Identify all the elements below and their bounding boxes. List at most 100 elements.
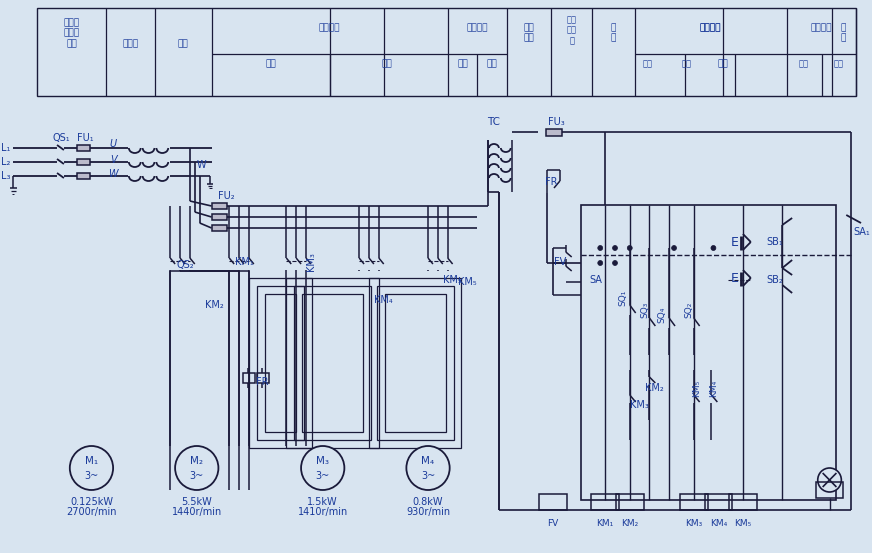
Text: 控制
电源: 控制 电源 xyxy=(523,23,534,43)
Text: 下降: 下降 xyxy=(718,60,729,69)
Text: 松开: 松开 xyxy=(457,60,468,69)
Bar xyxy=(212,214,227,220)
Text: 立柱夹紧: 立柱夹紧 xyxy=(811,23,833,33)
Bar xyxy=(680,494,707,510)
Text: KM₅: KM₅ xyxy=(692,379,701,397)
Text: SB₂: SB₂ xyxy=(766,275,783,285)
Circle shape xyxy=(70,446,113,490)
Text: 3~: 3~ xyxy=(189,471,204,481)
Text: 制动: 制动 xyxy=(682,60,691,69)
Text: 主轴: 主轴 xyxy=(178,39,188,49)
Bar xyxy=(256,286,304,440)
Text: KM₂: KM₂ xyxy=(205,300,224,310)
Text: L₂: L₂ xyxy=(2,157,10,167)
Text: E: E xyxy=(731,272,739,284)
Text: FU₂: FU₂ xyxy=(218,191,235,201)
Circle shape xyxy=(598,260,603,265)
Text: 下降: 下降 xyxy=(381,60,392,69)
Text: 上升: 上升 xyxy=(643,60,652,69)
Text: 1.5kW: 1.5kW xyxy=(308,497,338,507)
Text: 照
明: 照 明 xyxy=(841,23,846,43)
Text: KM₁: KM₁ xyxy=(235,257,254,267)
Text: 0.125kW: 0.125kW xyxy=(70,497,113,507)
Bar xyxy=(212,203,227,209)
Text: KM₃: KM₃ xyxy=(630,400,649,410)
Text: FU₃: FU₃ xyxy=(548,117,564,127)
Text: 夹紧: 夹紧 xyxy=(834,60,843,69)
Bar xyxy=(265,294,296,432)
Text: 总开头
及电源
保护: 总开头 及电源 保护 xyxy=(64,18,80,48)
Bar xyxy=(294,286,371,440)
Text: 冷却泵: 冷却泵 xyxy=(123,39,139,49)
Text: V: V xyxy=(110,155,117,165)
Text: 1440r/min: 1440r/min xyxy=(172,507,221,517)
Circle shape xyxy=(301,446,344,490)
Text: SQ₃: SQ₃ xyxy=(640,302,649,318)
Text: 夹紧: 夹紧 xyxy=(487,60,497,69)
Text: 保护
失电
压: 保护 失电 压 xyxy=(567,15,576,45)
Circle shape xyxy=(612,246,617,251)
Bar xyxy=(816,482,843,498)
Text: 1410r/min: 1410r/min xyxy=(297,507,348,517)
Circle shape xyxy=(175,446,218,490)
Circle shape xyxy=(406,446,450,490)
Text: W: W xyxy=(197,160,207,170)
Circle shape xyxy=(612,260,617,265)
Text: L₁: L₁ xyxy=(2,143,10,153)
Text: KM₂: KM₂ xyxy=(645,383,664,393)
Circle shape xyxy=(598,246,603,251)
Text: QS₂: QS₂ xyxy=(176,260,194,270)
Text: KM₂: KM₂ xyxy=(621,519,638,529)
Bar xyxy=(212,225,227,231)
Text: 摇臂升降: 摇臂升降 xyxy=(699,23,721,33)
Bar xyxy=(539,494,567,510)
Text: SQ₂: SQ₂ xyxy=(685,302,693,318)
Bar xyxy=(616,494,644,510)
Bar xyxy=(729,494,757,510)
Text: KM₁: KM₁ xyxy=(596,519,614,529)
Text: W: W xyxy=(108,169,118,179)
Text: KM₅: KM₅ xyxy=(734,519,752,529)
Text: 0.8kW: 0.8kW xyxy=(412,497,443,507)
Bar xyxy=(78,159,90,165)
Bar xyxy=(705,494,732,510)
Text: FV: FV xyxy=(548,519,559,529)
Text: M₃: M₃ xyxy=(317,456,330,466)
Text: SQ₁: SQ₁ xyxy=(618,290,627,306)
Text: KM₄: KM₄ xyxy=(710,519,727,529)
Text: U: U xyxy=(110,139,117,149)
Text: FR: FR xyxy=(545,177,557,187)
Text: 3~: 3~ xyxy=(421,471,435,481)
Text: M₁: M₁ xyxy=(85,456,98,466)
Bar xyxy=(581,205,836,500)
Text: QS₁: QS₁ xyxy=(52,133,70,143)
Text: E: E xyxy=(731,236,739,248)
Text: M₄: M₄ xyxy=(421,456,434,466)
Bar xyxy=(78,173,90,179)
Text: KM₄: KM₄ xyxy=(709,379,718,397)
Text: KM₄: KM₄ xyxy=(374,295,393,305)
Text: SA₁: SA₁ xyxy=(853,227,870,237)
Bar xyxy=(286,278,378,448)
Bar xyxy=(546,128,562,135)
Text: 立柱夹紧: 立柱夹紧 xyxy=(467,23,488,33)
Text: 930r/min: 930r/min xyxy=(406,507,450,517)
Text: 摇臂升降: 摇臂升降 xyxy=(699,23,721,33)
Bar xyxy=(377,286,453,440)
Bar xyxy=(78,145,90,151)
Text: KM₅: KM₅ xyxy=(458,277,477,287)
Text: SA: SA xyxy=(589,275,602,285)
Bar xyxy=(243,373,255,383)
Text: KM₃: KM₃ xyxy=(306,253,316,272)
Text: 松开: 松开 xyxy=(799,60,809,69)
Bar xyxy=(256,373,269,383)
Text: 摇臂升降: 摇臂升降 xyxy=(319,23,340,33)
Text: 上升: 上升 xyxy=(265,60,276,69)
Text: M₂: M₂ xyxy=(190,456,203,466)
Text: 主
轴: 主 轴 xyxy=(610,23,616,43)
Circle shape xyxy=(711,246,716,251)
Text: 3~: 3~ xyxy=(85,471,99,481)
Text: 5.5kW: 5.5kW xyxy=(181,497,212,507)
Text: 3~: 3~ xyxy=(316,471,330,481)
Text: KM₅: KM₅ xyxy=(443,275,462,285)
